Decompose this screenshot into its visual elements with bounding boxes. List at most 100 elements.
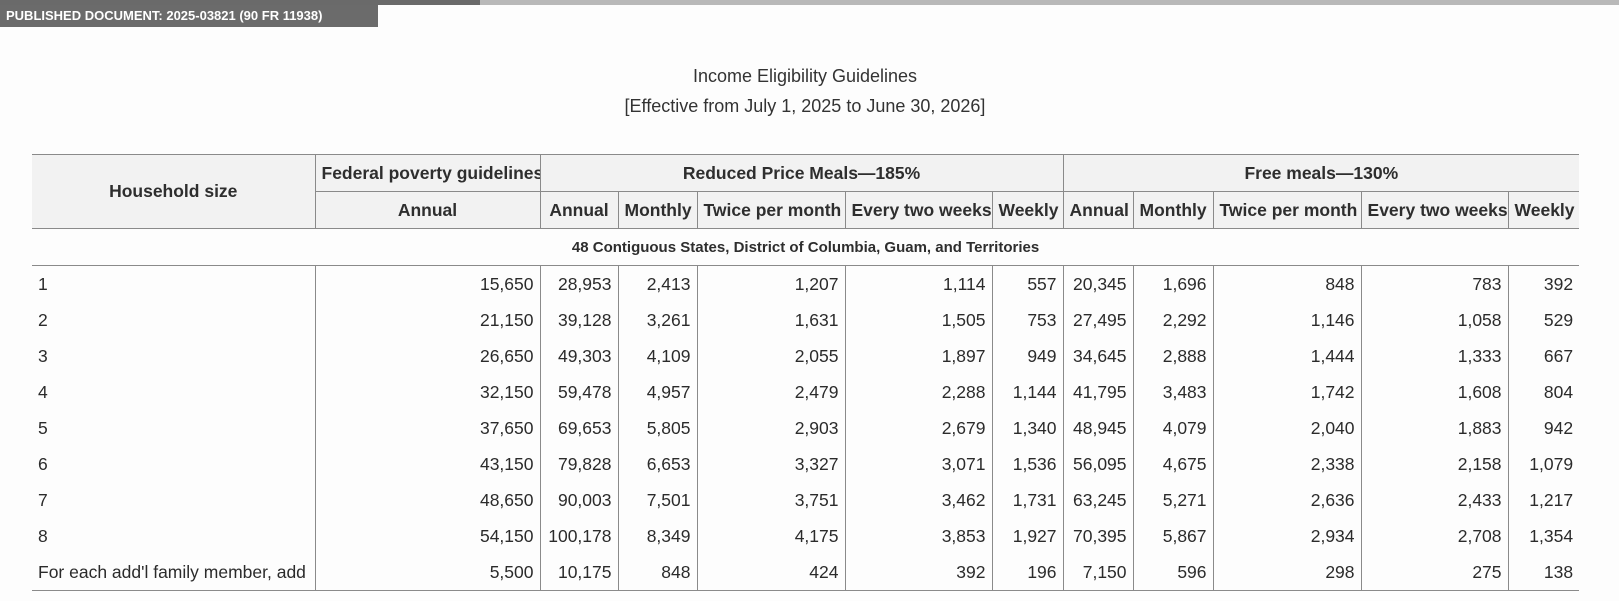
cell-free-twice-per-month: 1,444 — [1212, 338, 1362, 374]
region-row: 48 Contiguous States, District of Columb… — [32, 228, 1580, 266]
cell-reduced-monthly: 848 — [617, 554, 697, 591]
cell-federal-annual: 54,150 — [479, 525, 534, 546]
cell-free-monthly: 3,483 — [1132, 374, 1214, 410]
cell-reduced-annual: 90,003 — [539, 482, 618, 518]
top-border-accent — [0, 0, 480, 5]
cell-reduced-every-two-weeks: 1,897 — [844, 338, 992, 374]
header-free-every-two-weeks: Every two weeks — [1360, 191, 1509, 229]
cell-free-monthly: 2,888 — [1132, 338, 1214, 374]
cell-reduced-monthly: 4,957 — [617, 374, 697, 410]
cell-free-every-two-weeks: 1,883 — [1360, 410, 1509, 446]
table-row: 2 21,150 39,128 3,261 1,631 1,505 753 27,495 2,2… — [32, 302, 1580, 338]
cell-free-monthly: 4,675 — [1132, 446, 1214, 482]
top-border — [0, 0, 1619, 5]
cell-free-every-two-weeks: 1,333 — [1360, 338, 1509, 374]
cell-reduced-annual: 100,178 — [539, 518, 618, 554]
document-subtitle: [Effective from July 1, 2025 to June 30,… — [624, 96, 986, 116]
header-household-size: Household size — [32, 154, 316, 229]
cell-household-size: 7 — [32, 482, 316, 518]
cell-free-twice-per-month: 2,934 — [1212, 518, 1362, 554]
cell-reduced-annual: 49,303 — [539, 338, 618, 374]
cell-reduced-weekly: 1,536 — [991, 446, 1064, 482]
cell-free-monthly: 596 — [1132, 554, 1214, 591]
header-free-annual: Annual — [1062, 191, 1134, 229]
cell-reduced-twice-per-month: 2,903 — [696, 410, 845, 446]
cell-household-size: 1 — [32, 265, 316, 302]
cell-reduced-every-two-weeks: 2,288 — [844, 374, 992, 410]
cell-reduced-annual: 79,828 — [539, 446, 618, 482]
cell-household-size: 5 — [32, 410, 316, 446]
cell-free-every-two-weeks: 2,708 — [1360, 518, 1509, 554]
cell-reduced-monthly: 7,501 — [617, 482, 697, 518]
table-row: 7 48,650 90,003 7,501 3,751 3,462 1,731 63,245 5… — [32, 482, 1580, 518]
cell-reduced-monthly: 8,349 — [617, 518, 697, 554]
cell-reduced-weekly: 1,144 — [991, 374, 1064, 410]
cell-reduced-every-two-weeks: 1,114 — [844, 265, 992, 302]
cell-free-annual: 70,395 — [1062, 518, 1134, 554]
cell-free-weekly: 392 — [1507, 265, 1580, 302]
header-free-meals: Free meals—130% — [1062, 154, 1580, 192]
cell-reduced-monthly: 2,413 — [617, 265, 697, 302]
cell-free-weekly: 804 — [1507, 374, 1580, 410]
cell-reduced-every-two-weeks: 2,679 — [844, 410, 992, 446]
header-federal-poverty-guidelines: Federal poverty guidelines — [314, 154, 541, 192]
cell-reduced-weekly: 557 — [991, 265, 1064, 302]
cell-reduced-annual: 59,478 — [539, 374, 618, 410]
cell-free-twice-per-month: 1,742 — [1212, 374, 1362, 410]
header-federal-annual: Annual — [314, 191, 541, 229]
header-free-twice-per-month: Twice per month — [1212, 191, 1362, 229]
header-free-monthly: Monthly — [1132, 191, 1214, 229]
cell-reduced-every-two-weeks: 392 — [844, 554, 992, 591]
cell-household-size: 6 — [32, 446, 316, 482]
cell-federal-annual: 26,650 — [479, 345, 534, 366]
cell-reduced-annual: 28,953 — [539, 265, 618, 302]
cell-household-size: 2 — [32, 302, 316, 338]
cell-reduced-twice-per-month: 1,631 — [696, 302, 845, 338]
cell-free-weekly: 1,217 — [1507, 482, 1580, 518]
cell-free-twice-per-month: 2,040 — [1212, 410, 1362, 446]
cell-federal-annual: 37,650 — [479, 417, 534, 438]
cell-free-monthly: 5,867 — [1132, 518, 1214, 554]
cell-household-size: 3 — [32, 338, 316, 374]
cell-free-every-two-weeks: 783 — [1360, 265, 1509, 302]
header-reduced-weekly: Weekly — [991, 191, 1064, 229]
cell-free-annual: 41,795 — [1062, 374, 1134, 410]
cell-reduced-every-two-weeks: 3,462 — [844, 482, 992, 518]
header-reduced-monthly: Monthly — [617, 191, 698, 229]
document-title: Income Eligibility Guidelines — [692, 66, 918, 86]
header-reduced-price-meals: Reduced Price Meals—185% — [539, 154, 1064, 192]
cell-reduced-monthly: 5,805 — [617, 410, 697, 446]
cell-reduced-every-two-weeks: 3,071 — [844, 446, 992, 482]
cell-free-annual: 7,150 — [1062, 554, 1134, 591]
cell-free-monthly: 5,271 — [1132, 482, 1214, 518]
cell-reduced-twice-per-month: 1,207 — [696, 265, 845, 302]
cell-free-annual: 48,945 — [1062, 410, 1134, 446]
cell-reduced-weekly: 1,731 — [991, 482, 1064, 518]
table-row: 5 37,650 69,653 5,805 2,903 2,679 1,340 48,945 4… — [32, 410, 1580, 446]
header-reduced-twice-per-month: Twice per month — [696, 191, 846, 229]
cell-reduced-weekly: 1,340 — [991, 410, 1064, 446]
table-body: 48 Contiguous States, District of Columb… — [32, 228, 1580, 591]
cell-free-twice-per-month: 1,146 — [1212, 302, 1362, 338]
cell-federal-annual: 15,650 — [479, 273, 534, 294]
cell-reduced-monthly: 6,653 — [617, 446, 697, 482]
cell-reduced-annual: 39,128 — [539, 302, 618, 338]
cell-reduced-weekly: 753 — [991, 302, 1064, 338]
cell-reduced-twice-per-month: 2,055 — [696, 338, 845, 374]
cell-reduced-annual: 69,653 — [539, 410, 618, 446]
cell-reduced-twice-per-month: 4,175 — [696, 518, 845, 554]
cell-free-every-two-weeks: 2,158 — [1360, 446, 1509, 482]
cell-reduced-weekly: 1,927 — [991, 518, 1064, 554]
table-row: 6 43,150 79,828 6,653 3,327 3,071 1,536 56,095 4… — [32, 446, 1580, 482]
cell-free-annual: 27,495 — [1062, 302, 1134, 338]
cell-free-weekly: 667 — [1507, 338, 1580, 374]
cell-free-annual: 63,245 — [1062, 482, 1134, 518]
cell-free-monthly: 2,292 — [1132, 302, 1214, 338]
cell-free-weekly: 1,354 — [1507, 518, 1580, 554]
header-reduced-every-two-weeks: Every two weeks — [844, 191, 993, 229]
cell-reduced-annual: 10,175 — [539, 554, 618, 591]
cell-reduced-twice-per-month: 424 — [696, 554, 845, 591]
cell-reduced-twice-per-month: 2,479 — [696, 374, 845, 410]
cell-reduced-weekly: 949 — [991, 338, 1064, 374]
cell-free-annual: 56,095 — [1062, 446, 1134, 482]
